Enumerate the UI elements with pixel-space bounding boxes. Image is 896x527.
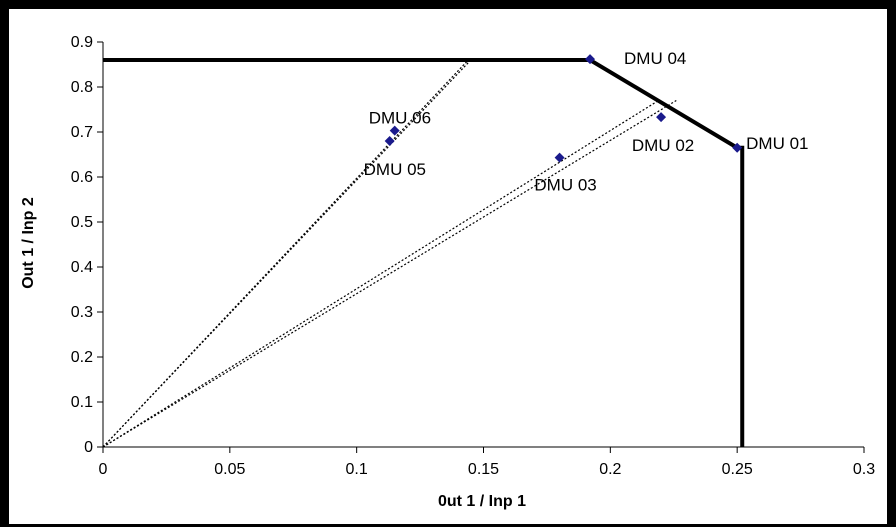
projection-ray (102, 99, 677, 448)
y-axis-title: Out 1 / Inp 2 (20, 197, 37, 289)
data-point-label: DMU 02 (632, 136, 694, 155)
y-tick-label: 0.9 (71, 34, 93, 51)
y-tick-label: 0.7 (71, 124, 93, 141)
data-point-label: DMU 03 (534, 176, 596, 195)
x-tick-label: 0.15 (468, 461, 499, 478)
data-point-marker (585, 54, 596, 65)
x-tick-label: 0.2 (599, 461, 621, 478)
data-point-marker (384, 136, 395, 146)
projection-rays (102, 59, 677, 448)
y-tick-label: 0.6 (71, 169, 93, 186)
y-tick-label: 0.3 (71, 304, 93, 321)
x-tick-label: 0 (99, 461, 108, 478)
y-tick-label: 0.1 (71, 394, 93, 411)
data-point-marker (554, 152, 565, 163)
x-tick-label: 0.3 (853, 461, 875, 478)
data-point-label: DMU 04 (624, 49, 686, 68)
data-point-marker (389, 125, 400, 136)
data-point-marker (656, 112, 667, 123)
y-tick-label: 0.5 (71, 214, 93, 231)
x-axis-title: 0ut 1 / Inp 1 (438, 493, 526, 510)
x-tick-label: 0.1 (346, 461, 368, 478)
x-tick-label: 0.25 (722, 461, 753, 478)
data-point-label: DMU 01 (746, 134, 808, 153)
projection-ray (102, 59, 469, 448)
point-labels: DMU 01 DMU 02 DMU 03 DMU 04 DMU 05 DMU 06 (364, 49, 809, 195)
y-tick-label: 0.2 (71, 349, 93, 366)
y-tick-label: 0.8 (71, 79, 93, 96)
x-tick-label: 0.05 (214, 461, 245, 478)
data-point-marker (732, 142, 743, 153)
data-point-label: DMU 05 (364, 160, 426, 179)
axes: 0 0.1 0.2 0.3 0.4 0.5 0.6 0.7 0.8 0.9 0 0.05 0.1 0.15… (71, 34, 875, 478)
y-tick-label: 0.4 (71, 259, 93, 276)
projection-ray (102, 99, 659, 448)
y-tick-label: 0 (84, 439, 93, 456)
data-point-label: DMU 06 (369, 109, 431, 128)
data-points (384, 54, 743, 163)
